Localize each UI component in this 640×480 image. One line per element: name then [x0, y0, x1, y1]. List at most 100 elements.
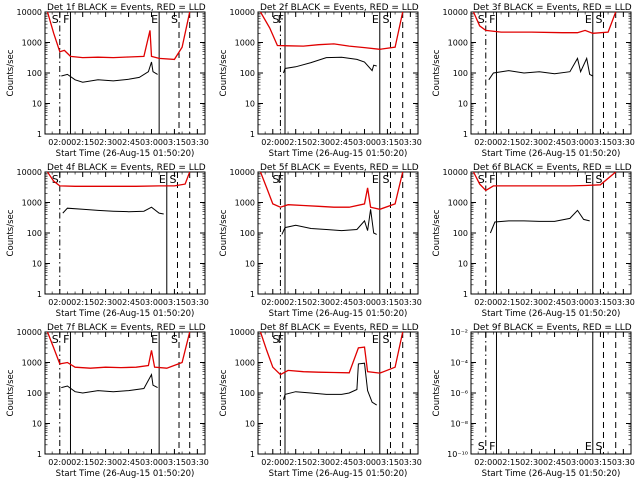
x-tick-label: 02:30 [94, 138, 117, 147]
x-tick-label: 02:00 [48, 138, 71, 147]
x-tick-label: 02:15 [497, 298, 520, 307]
x-axis-label: Start Time (26-Aug-15 01:50:20) [482, 149, 621, 159]
event-marker-label: S [169, 173, 176, 186]
plot-frame [44, 11, 206, 135]
x-tick-label: 03:30 [612, 298, 635, 307]
event-marker-label: S [52, 333, 59, 346]
y-tick-label: 10000 [17, 8, 42, 17]
y-tick-label: 1 [37, 450, 42, 459]
series-line [489, 209, 590, 234]
x-tick-label: 02:15 [497, 138, 520, 147]
x-axis-label: Start Time (26-Aug-15 01:50:20) [482, 309, 621, 319]
x-tick-label: 02:00 [474, 458, 497, 467]
y-tick-label: 10000 [17, 328, 42, 337]
y-tick-label: 1000 [448, 199, 468, 208]
x-tick-label: 03:00 [566, 138, 589, 147]
y-tick-label: 1000 [235, 359, 255, 368]
series-line [488, 56, 594, 81]
x-tick-label: 03:15 [589, 458, 612, 467]
x-tick-label: 02:45 [543, 298, 566, 307]
y-tick-label: 10⁻¹⁰ [447, 450, 468, 459]
series-line [283, 56, 377, 74]
y-axis-label: Counts/sec [6, 49, 16, 96]
x-tick-label: 03:30 [186, 298, 209, 307]
y-tick-label: 1 [37, 290, 42, 299]
x-tick-label: 02:30 [94, 458, 117, 467]
x-tick-label: 02:30 [520, 138, 543, 147]
y-tick-label: 10 [32, 260, 42, 269]
x-tick-label: 02:15 [71, 298, 94, 307]
panel-title: Det 8f BLACK = Events, RED = LLD [260, 323, 419, 333]
y-axis-label: Counts/sec [219, 209, 229, 256]
y-tick-label: 10⁻² [450, 328, 468, 337]
x-tick-label: 03:15 [376, 458, 399, 467]
event-marker-label: E [372, 13, 379, 26]
y-tick-label: 100 [240, 69, 255, 78]
x-tick-label: 03:15 [589, 298, 612, 307]
plot-frame [44, 331, 206, 455]
panel-det-8: Det 8f BLACK = Events, RED = LLD 1 10 100 10… [219, 323, 422, 479]
event-marker-label: E [585, 440, 592, 453]
x-tick-label: 02:15 [71, 458, 94, 467]
x-tick-label: 03:30 [612, 458, 635, 467]
y-axis-label: Counts/sec [219, 49, 229, 96]
x-tick-label: 02:45 [330, 458, 353, 467]
event-marker-label: F [63, 333, 69, 346]
y-tick-label: 1 [250, 130, 255, 139]
series-line [472, 172, 617, 192]
y-tick-label: 100 [453, 229, 468, 238]
y-tick-label: 100 [453, 69, 468, 78]
y-tick-label: 10000 [443, 8, 468, 17]
plot-frame [257, 331, 419, 455]
panel-title: Det 5f BLACK = Events, RED = LLD [260, 163, 419, 173]
y-tick-label: 10000 [443, 168, 468, 177]
panel-det-6: Det 6f BLACK = Events, RED = LLD 1 10 100 10… [432, 163, 635, 319]
panel-title: Det 3f BLACK = Events, RED = LLD [473, 3, 632, 13]
series-line [62, 206, 164, 215]
x-tick-label: 03:00 [140, 458, 163, 467]
x-tick-label: 02:00 [261, 138, 284, 147]
event-marker-label: S [595, 13, 602, 26]
event-marker-label: F [63, 13, 69, 26]
y-tick-label: 10000 [17, 168, 42, 177]
x-tick-label: 02:45 [117, 138, 140, 147]
x-tick-label: 03:30 [399, 458, 422, 467]
x-tick-label: 02:15 [71, 138, 94, 147]
y-tick-label: 10⁻⁸ [450, 420, 468, 429]
x-tick-label: 03:15 [163, 138, 186, 147]
event-marker-label: S [478, 13, 485, 26]
y-axis-label: Counts/sec [432, 369, 442, 416]
event-marker-label: S [595, 440, 602, 453]
event-marker-label: S [272, 173, 279, 186]
y-tick-label: 10⁻⁴ [450, 359, 468, 368]
y-axis-label: Counts/sec [219, 369, 229, 416]
event-marker-label: S [171, 13, 178, 26]
x-tick-label: 03:30 [186, 138, 209, 147]
y-tick-label: 100 [27, 69, 42, 78]
series-line [259, 12, 404, 50]
x-axis-label: Start Time (26-Aug-15 01:50:20) [269, 149, 408, 159]
y-tick-label: 10 [245, 100, 255, 109]
x-tick-label: 02:15 [284, 458, 307, 467]
y-tick-label: 1000 [22, 199, 42, 208]
series-line [472, 12, 617, 34]
series-line [283, 362, 377, 406]
y-tick-label: 10 [245, 420, 255, 429]
event-marker-label: E [151, 333, 158, 346]
x-tick-label: 03:30 [399, 298, 422, 307]
event-marker-label: F [278, 333, 284, 346]
y-tick-label: 10 [32, 100, 42, 109]
series-line [46, 332, 191, 369]
y-axis-label: Counts/sec [6, 369, 16, 416]
x-tick-label: 02:45 [117, 298, 140, 307]
panel-title: Det 6f BLACK = Events, RED = LLD [473, 163, 632, 173]
x-tick-label: 02:15 [284, 138, 307, 147]
y-tick-label: 1000 [235, 39, 255, 48]
event-marker-label: S [272, 333, 279, 346]
panel-det-4: Det 4f BLACK = Events, RED = LLD 1 10 100 10… [6, 163, 209, 319]
panel-title: Det 1f BLACK = Events, RED = LLD [47, 3, 206, 13]
y-tick-label: 100 [240, 229, 255, 238]
x-tick-label: 02:45 [330, 298, 353, 307]
x-axis-label: Start Time (26-Aug-15 01:50:20) [269, 469, 408, 479]
x-tick-label: 03:15 [163, 298, 186, 307]
